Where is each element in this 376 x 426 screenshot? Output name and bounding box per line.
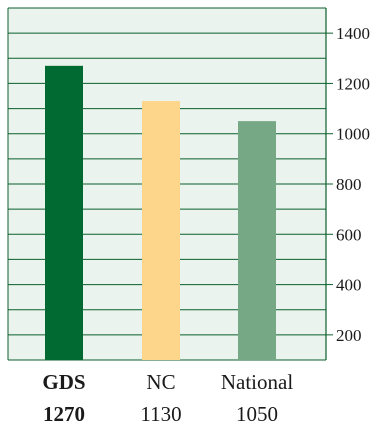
value-label: 1050: [236, 402, 278, 426]
category-labels: GDS NC National: [42, 370, 293, 394]
y-tick-label: 400: [336, 276, 362, 295]
category-label: NC: [146, 370, 175, 394]
value-label: 1270: [43, 402, 85, 426]
y-tick-labels: 200 400 600 800 1000 1200 1400: [326, 24, 370, 345]
y-tick-label: 1200: [336, 74, 370, 93]
y-tick-label: 200: [336, 326, 362, 345]
bar-nc: [142, 101, 180, 361]
y-tick-label: 800: [336, 175, 362, 194]
y-tick-label: 1400: [336, 24, 370, 43]
category-label: National: [221, 370, 293, 394]
bar-national: [238, 121, 276, 361]
y-tick-label: 1000: [336, 125, 370, 144]
value-labels: 1270 1130 1050: [43, 402, 278, 426]
bars: [45, 65, 276, 361]
y-tick-label: 600: [336, 225, 362, 244]
value-label: 1130: [140, 402, 181, 426]
category-label: GDS: [42, 370, 85, 394]
bar-gds: [45, 65, 83, 360]
